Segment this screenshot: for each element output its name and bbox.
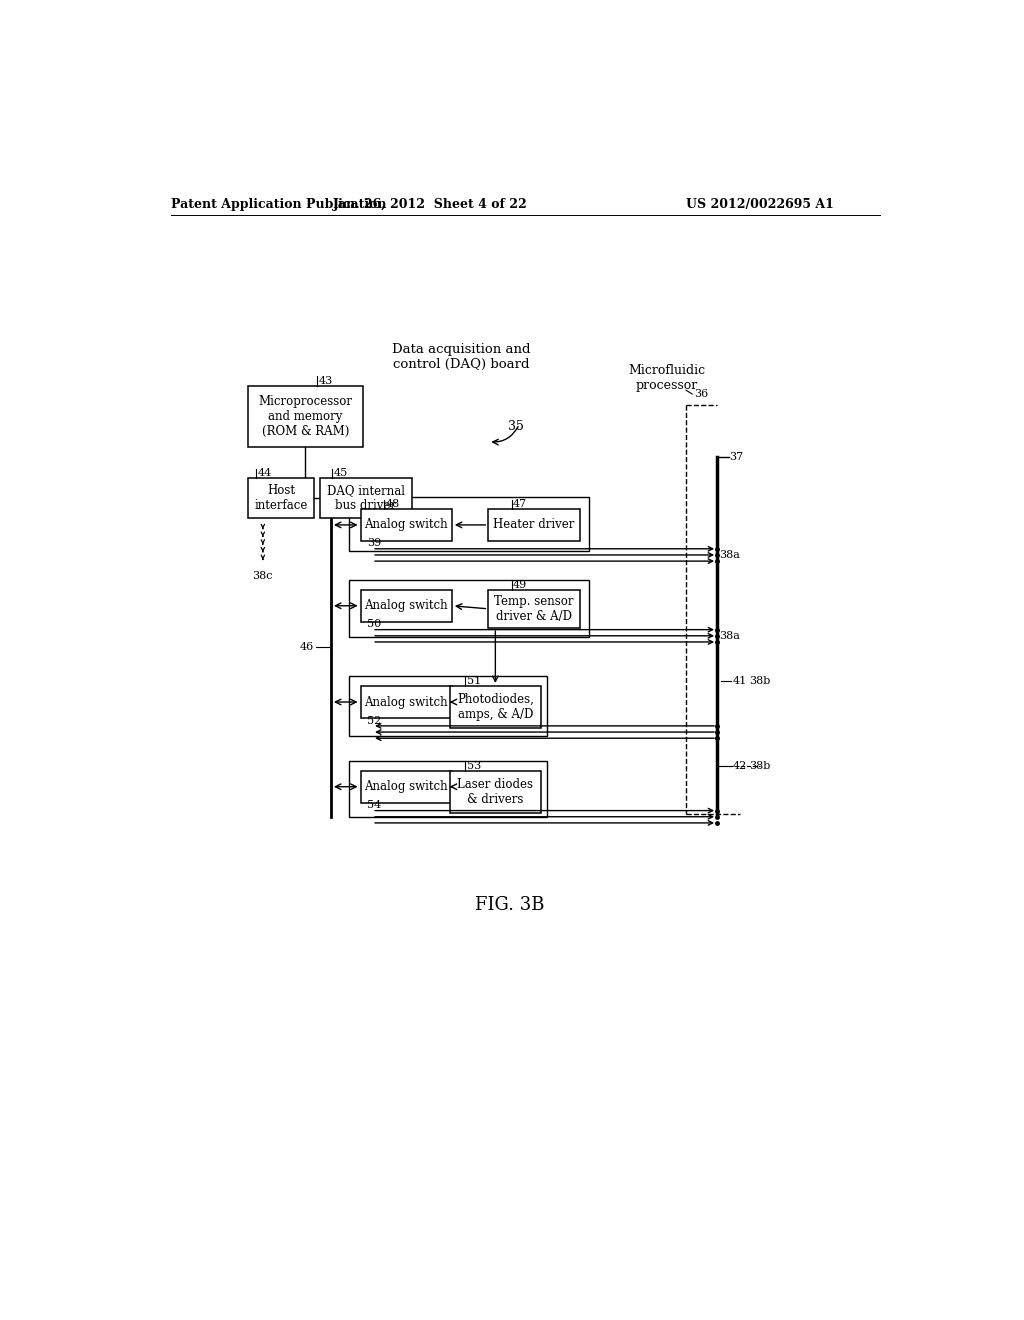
Text: Microfluidic
processor: Microfluidic processor: [628, 364, 706, 392]
Text: 38a: 38a: [719, 550, 740, 560]
Bar: [360, 771, 452, 803]
Text: Analog switch: Analog switch: [365, 519, 449, 532]
Text: Analog switch: Analog switch: [365, 599, 449, 612]
Text: 52: 52: [367, 715, 381, 726]
Text: Heater driver: Heater driver: [494, 519, 574, 532]
Bar: [349, 676, 547, 737]
Bar: [488, 590, 580, 628]
Text: 38c: 38c: [253, 570, 273, 581]
Text: 38b: 38b: [750, 676, 771, 686]
Text: Data acquisition and
control (DAQ) board: Data acquisition and control (DAQ) board: [392, 343, 530, 371]
Bar: [321, 478, 412, 517]
Text: 37: 37: [729, 453, 743, 462]
Text: FIG. 3B: FIG. 3B: [474, 896, 544, 915]
Text: 39: 39: [367, 539, 381, 548]
Text: 41: 41: [732, 676, 746, 686]
Bar: [450, 686, 541, 729]
Text: 47: 47: [513, 499, 527, 510]
Bar: [248, 478, 314, 517]
Text: 44: 44: [257, 469, 271, 478]
Text: 49: 49: [513, 579, 527, 590]
Bar: [360, 686, 452, 718]
Bar: [349, 498, 589, 552]
Text: 54: 54: [367, 800, 381, 810]
Text: 45: 45: [334, 469, 347, 478]
Text: Jan. 26, 2012  Sheet 4 of 22: Jan. 26, 2012 Sheet 4 of 22: [333, 198, 527, 211]
Text: 38b: 38b: [750, 760, 771, 771]
Text: 50: 50: [367, 619, 381, 630]
Text: Photodiodes,
amps, & A/D: Photodiodes, amps, & A/D: [457, 693, 534, 721]
Text: 38a: 38a: [719, 631, 740, 640]
Text: 42: 42: [732, 760, 746, 771]
Text: 35: 35: [508, 420, 523, 433]
Bar: [360, 590, 452, 622]
Text: Temp. sensor
driver & A/D: Temp. sensor driver & A/D: [495, 595, 573, 623]
Text: Analog switch: Analog switch: [365, 696, 449, 709]
Text: 51: 51: [467, 676, 481, 686]
Bar: [349, 581, 589, 638]
Text: US 2012/0022695 A1: US 2012/0022695 A1: [686, 198, 834, 211]
Text: Analog switch: Analog switch: [365, 780, 449, 793]
Text: Microprocessor
and memory
(ROM & RAM): Microprocessor and memory (ROM & RAM): [258, 395, 352, 438]
Text: 43: 43: [318, 376, 333, 385]
Text: Laser diodes
& drivers: Laser diodes & drivers: [458, 777, 534, 805]
Text: 46: 46: [300, 643, 314, 652]
Text: 36: 36: [693, 389, 708, 399]
Bar: [450, 771, 541, 813]
Text: DAQ internal
bus driver: DAQ internal bus driver: [327, 484, 404, 512]
Bar: [488, 508, 580, 541]
Text: Host
interface: Host interface: [254, 484, 308, 512]
Bar: [349, 760, 547, 817]
Text: 48: 48: [385, 499, 399, 510]
Bar: [360, 508, 452, 541]
Bar: [248, 385, 362, 447]
Text: Patent Application Publication: Patent Application Publication: [171, 198, 386, 211]
Text: 53: 53: [467, 760, 481, 771]
